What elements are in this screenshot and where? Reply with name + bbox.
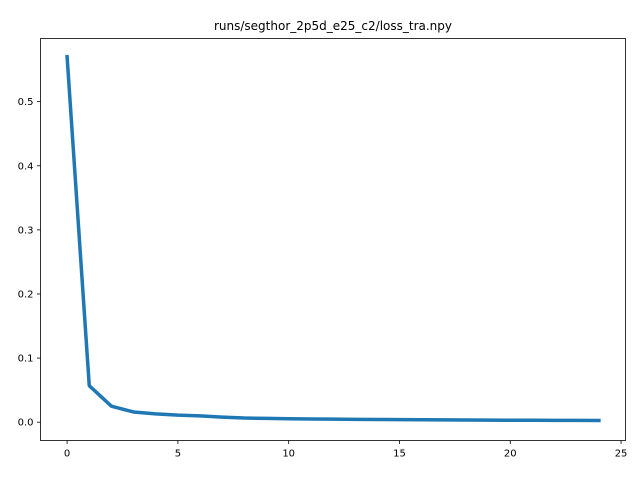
x-tick-label: 25 (615, 449, 628, 460)
y-tick-label: 0.1 (18, 354, 34, 365)
y-tick-label: 0.2 (18, 289, 34, 300)
loss-series-line (65, 54, 601, 423)
y-tick-label: 0.0 (18, 418, 34, 429)
x-tick-label: 5 (175, 449, 181, 460)
y-tick-label: 0.3 (18, 225, 34, 236)
y-tick-label: 0.4 (18, 161, 34, 172)
chart-title: runs/segthor_2p5d_e25_c2/loss_tra.npy (214, 19, 452, 33)
y-tick-label: 0.5 (18, 97, 34, 108)
x-tick-label: 20 (504, 449, 517, 460)
x-tick-label: 10 (282, 449, 295, 460)
x-tick-label: 0 (64, 449, 70, 460)
ticks-layer: 0 5 10 15 20 25 0.0 0.1 0.2 0.3 0.4 0.5 (18, 97, 628, 459)
plot-frame (40, 38, 626, 441)
x-tick-label: 15 (393, 449, 406, 460)
series-layer (65, 54, 601, 423)
